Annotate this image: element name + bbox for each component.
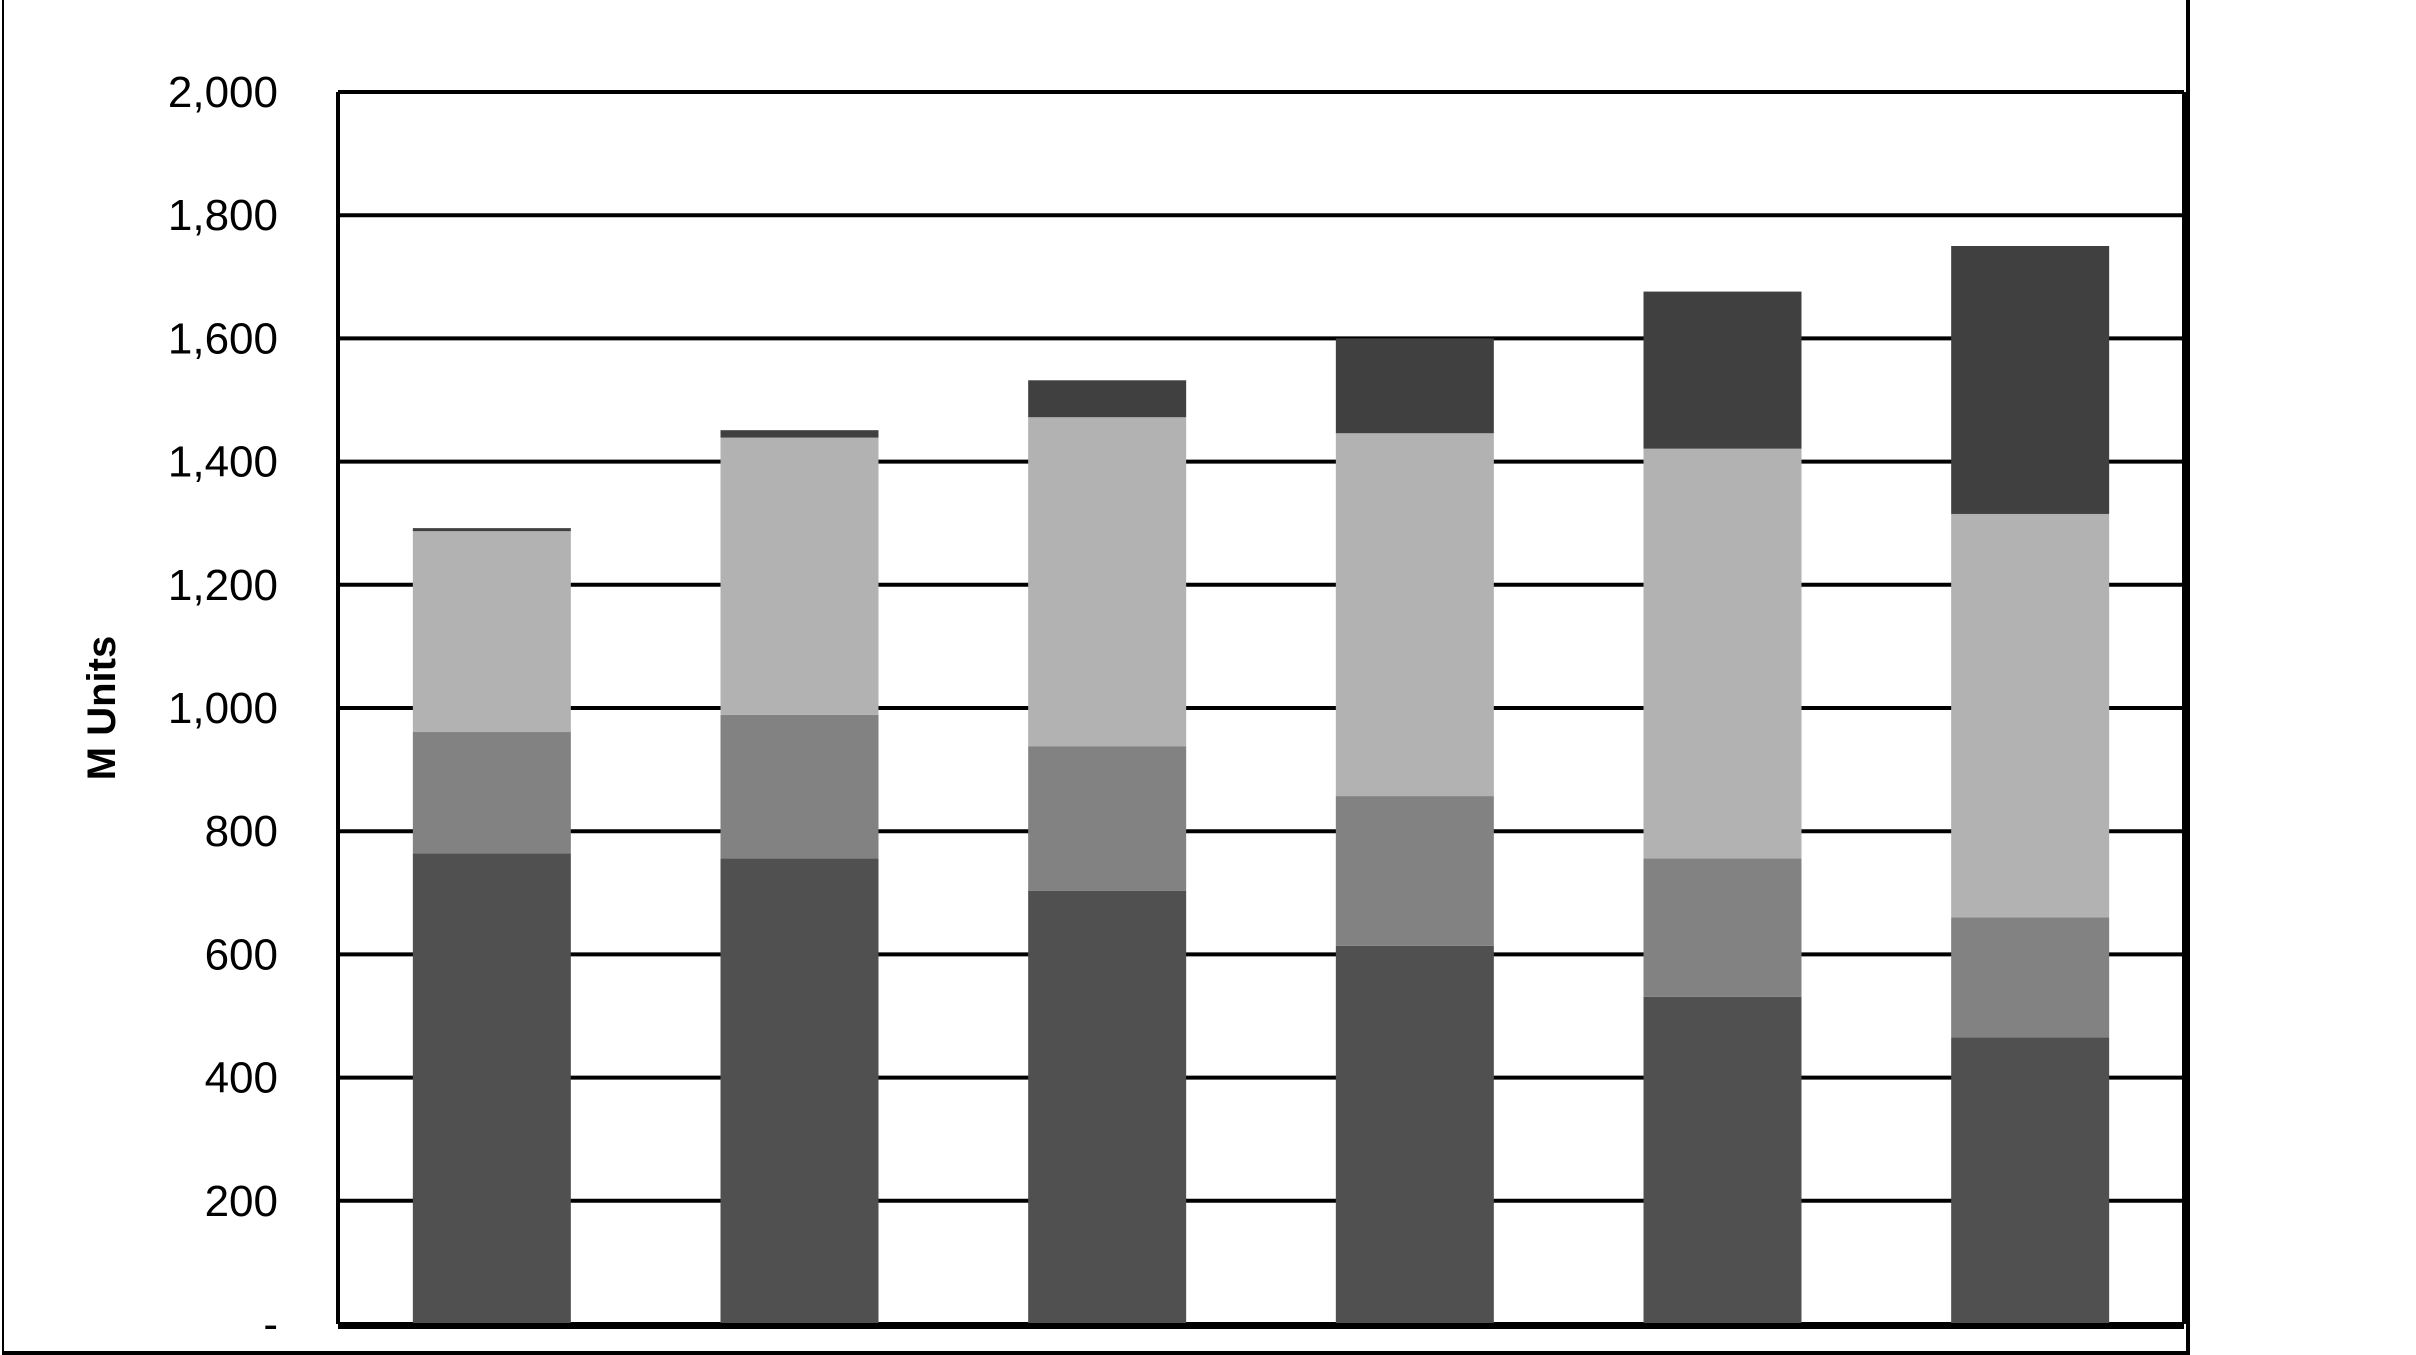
bar-segment <box>720 858 879 1324</box>
bar-segment <box>720 714 879 859</box>
bar-segment <box>1643 996 1802 1324</box>
bar-segment <box>1643 291 1802 449</box>
y-tick-label: 2,000 <box>168 68 278 117</box>
bar-segment <box>1335 796 1494 946</box>
y-tick-label: - <box>263 1300 278 1345</box>
y-tick-label: 200 <box>205 1177 278 1226</box>
y-tick-label: 1,600 <box>168 314 278 363</box>
bar-segment <box>412 853 571 1324</box>
y-axis-label: M Units <box>80 636 124 780</box>
y-tick-label: 1,200 <box>168 561 278 610</box>
bar-segment <box>720 430 879 438</box>
bar-segment <box>1951 513 2110 918</box>
bar-segment <box>1951 246 2110 514</box>
y-tick-label: 1,400 <box>168 438 278 487</box>
bar-segment <box>1028 417 1187 747</box>
bar-segment <box>1643 858 1802 997</box>
y-tick-label: 800 <box>205 807 278 856</box>
bar-segment <box>1335 433 1494 797</box>
bar-segment <box>1643 448 1802 859</box>
bar-segment <box>1335 945 1494 1324</box>
bar-segment <box>412 528 571 532</box>
bar-segment <box>412 732 571 854</box>
bar-segment <box>1028 380 1187 418</box>
y-tick-label: 400 <box>205 1054 278 1103</box>
y-tick-label: 1,000 <box>168 684 278 733</box>
y-tick-label: 600 <box>205 930 278 979</box>
bar-segment <box>720 437 879 715</box>
bar-segment <box>1028 890 1187 1324</box>
bar-segment <box>1951 1037 2110 1324</box>
y-tick-label: 1,800 <box>168 191 278 240</box>
bar-segment <box>412 531 571 733</box>
bar-segment <box>1335 338 1494 434</box>
bar-segment <box>1951 917 2110 1038</box>
bar-segment <box>1028 746 1187 891</box>
